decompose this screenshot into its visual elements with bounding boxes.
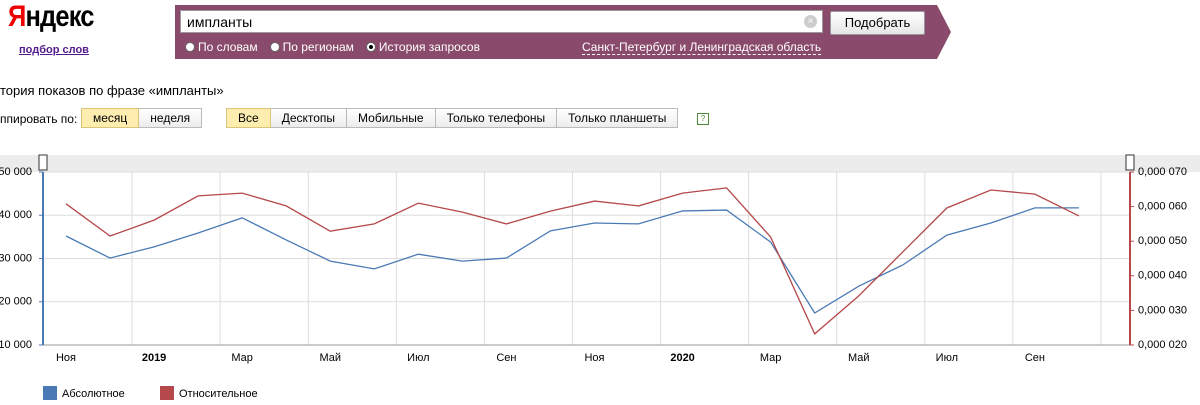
device-options: Все Десктопы Мобильные Только телефоны Тольк… [226,108,679,128]
group-options: месяц неделя [81,108,203,128]
range-handle[interactable] [38,154,48,171]
x-tick-label: Ноя [584,352,604,364]
mode-option[interactable]: По словам [185,40,258,54]
y2-tick-label: 0,000 050 [1138,235,1187,247]
x-tick-label: Мар [760,352,782,364]
mode-option[interactable]: История запросов [365,40,480,54]
toggle-button[interactable]: месяц [81,108,140,128]
search-bar-arrow [937,5,951,59]
y-tick-label: 30 000 [0,252,32,264]
legend-swatch [160,386,174,400]
x-tick-label: Мар [231,352,253,364]
x-tick-label: 2020 [670,352,694,364]
history-title: тория показов по фразе «импланты» [0,83,224,98]
series-line [65,207,1079,314]
range-handle[interactable] [1125,154,1135,171]
group-label: ппировать по: [0,112,78,126]
toggle-button[interactable]: Только планшеты [557,108,679,128]
x-tick-label: Май [848,352,870,364]
x-tick-label: Сен [1025,352,1045,364]
logo[interactable]: Яндекс [8,0,94,33]
y2-tick-label: 0,000 060 [1138,201,1187,213]
legend-swatch [43,386,57,400]
clear-button[interactable]: × [804,15,817,28]
help-icon[interactable]: ? [697,113,709,125]
y-tick-label: 40 000 [0,209,32,221]
mode-label: По регионам [282,40,354,54]
y2-tick-label: 0,000 030 [1138,304,1187,316]
submit-button[interactable]: Подобрать [830,11,925,35]
mode-label: История запросов [378,40,480,54]
toggle-button[interactable]: Мобильные [347,108,436,128]
mode-radios: По словам По регионам История запросов [185,40,480,54]
y-tick-label: 10 000 [0,339,32,351]
radio [269,42,280,52]
toggle-button[interactable]: Только телефоны [435,108,558,128]
range-band [0,155,1200,172]
search-input[interactable]: импланты [180,10,823,33]
radio [185,42,195,52]
legend-label: Относительное [179,388,258,400]
y2-tick-label: 0,000 070 [1138,166,1187,178]
x-tick-label: Июл [936,352,958,364]
x-tick-label: Ноя [56,352,76,364]
y2-tick-label: 0,000 040 [1138,270,1187,282]
mode-option[interactable]: По регионам [269,40,354,54]
toggle-button[interactable]: Все [226,108,271,128]
radio [365,42,376,52]
toggle-button[interactable]: Десктопы [270,108,348,128]
y2-tick-label: 0,000 020 [1138,339,1187,351]
mode-label: По словам [198,40,258,54]
x-tick-label: Сен [496,352,516,364]
subtitle-link[interactable]: подбор слов [19,44,89,56]
toggle-button[interactable]: неделя [139,108,203,128]
region-link[interactable]: Санкт-Петербург и Ленинградская область [582,40,822,55]
x-tick-label: Май [319,352,341,364]
series-line [65,187,1080,335]
y-tick-label: 20 000 [0,296,32,308]
y-tick-label: 50 000 [0,166,32,178]
legend-label: Абсолютное [62,388,125,400]
x-tick-label: 2019 [142,352,166,364]
x-tick-label: Июл [407,352,429,364]
chart: 10 000 20 000 30 000 40 000 50 000 0,000 020 0… [0,154,1200,400]
